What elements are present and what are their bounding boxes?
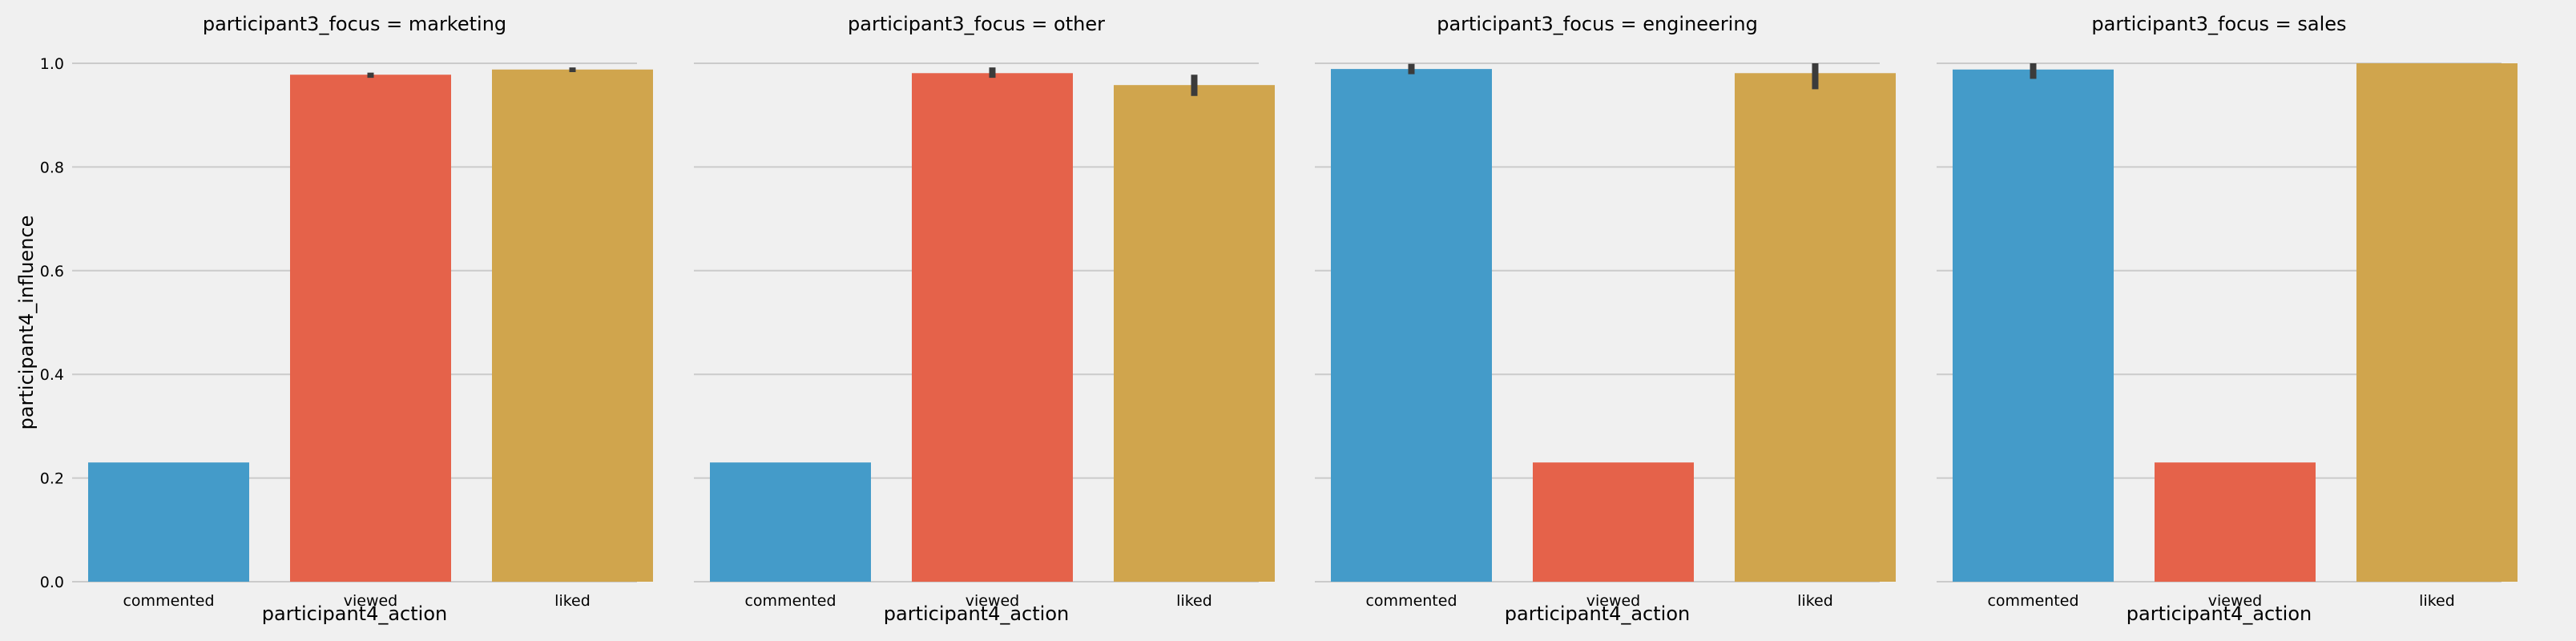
- x-tick-label: viewed: [1586, 592, 1641, 610]
- x-tick-label: commented: [1987, 592, 2078, 610]
- x-tick-label: commented: [123, 592, 214, 610]
- bar-liked: [1735, 73, 1896, 583]
- bar-viewed: [1533, 462, 1694, 582]
- y-tick-label: 0.8: [40, 159, 64, 176]
- panel-title: participant3_focus = engineering: [1437, 13, 1758, 35]
- panel-title: participant3_focus = marketing: [203, 13, 506, 35]
- bar-viewed: [2155, 462, 2316, 582]
- x-tick-label: viewed: [965, 592, 1020, 610]
- y-tick-label: 0.4: [40, 366, 64, 384]
- x-axis-label: participant4_action: [1505, 603, 1690, 625]
- bar-commented: [1953, 69, 2114, 583]
- x-tick-label: commented: [1365, 592, 1457, 610]
- x-tick-label: viewed: [344, 592, 398, 610]
- x-tick-label: liked: [1176, 592, 1212, 610]
- facet-panel-1: 0.0 0.2 0.4 0.6 0.8 1.0 commented viewed liked pa…: [15, 13, 653, 625]
- y-axis-label: participant4_influence: [15, 216, 38, 430]
- bar-commented: [1331, 69, 1492, 582]
- y-tick-label: 1.0: [40, 55, 64, 73]
- x-axis-label: participant4_action: [2127, 603, 2312, 625]
- facet-panel-3: commented viewed liked participant3_focus =…: [1315, 13, 1896, 625]
- bar-commented: [88, 462, 249, 582]
- x-tick-label: commented: [744, 592, 836, 610]
- bar-liked: [1114, 85, 1275, 582]
- y-tick-label: 0.0: [40, 574, 64, 591]
- bar-commented: [710, 462, 871, 582]
- y-tick-label: 0.2: [40, 470, 64, 488]
- bar-viewed: [290, 75, 451, 582]
- bar-liked: [2356, 63, 2518, 582]
- y-tick-label: 0.6: [40, 263, 64, 280]
- x-tick-label: viewed: [2208, 592, 2263, 610]
- panel-title: participant3_focus = sales: [2091, 13, 2346, 35]
- bar-liked: [492, 69, 653, 583]
- x-tick-label: liked: [2419, 592, 2455, 610]
- x-tick-label: liked: [1797, 592, 1833, 610]
- bar-viewed: [912, 73, 1073, 583]
- x-axis-label: participant4_action: [884, 603, 1069, 625]
- x-axis-label: participant4_action: [262, 603, 447, 625]
- facet-panel-4: commented viewed liked participant3_focus =…: [1937, 13, 2518, 625]
- x-tick-label: liked: [554, 592, 591, 610]
- facet-panel-2: commented viewed liked participant3_focus =…: [694, 13, 1275, 625]
- panel-title: participant3_focus = other: [848, 13, 1105, 35]
